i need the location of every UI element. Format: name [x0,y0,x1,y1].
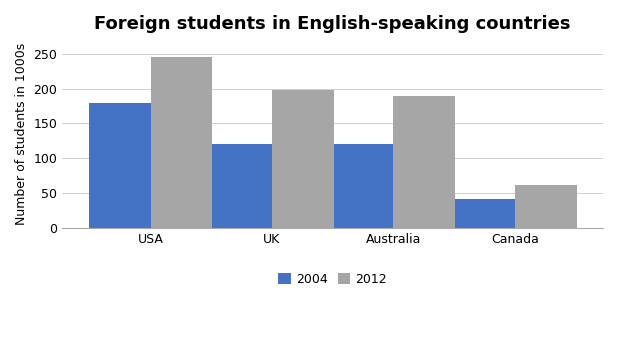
Legend: 2004, 2012: 2004, 2012 [273,268,392,291]
Bar [151,57,213,228]
Title: Foreign students in English-speaking countries: Foreign students in English-speaking cou… [95,15,571,33]
Bar [210,144,272,228]
Bar [393,96,455,228]
Bar [453,198,515,228]
Bar [89,103,151,228]
Y-axis label: Number of students in 1000s: Number of students in 1000s [15,43,28,225]
Bar [515,184,577,228]
Bar [272,90,334,228]
Bar [331,144,393,228]
